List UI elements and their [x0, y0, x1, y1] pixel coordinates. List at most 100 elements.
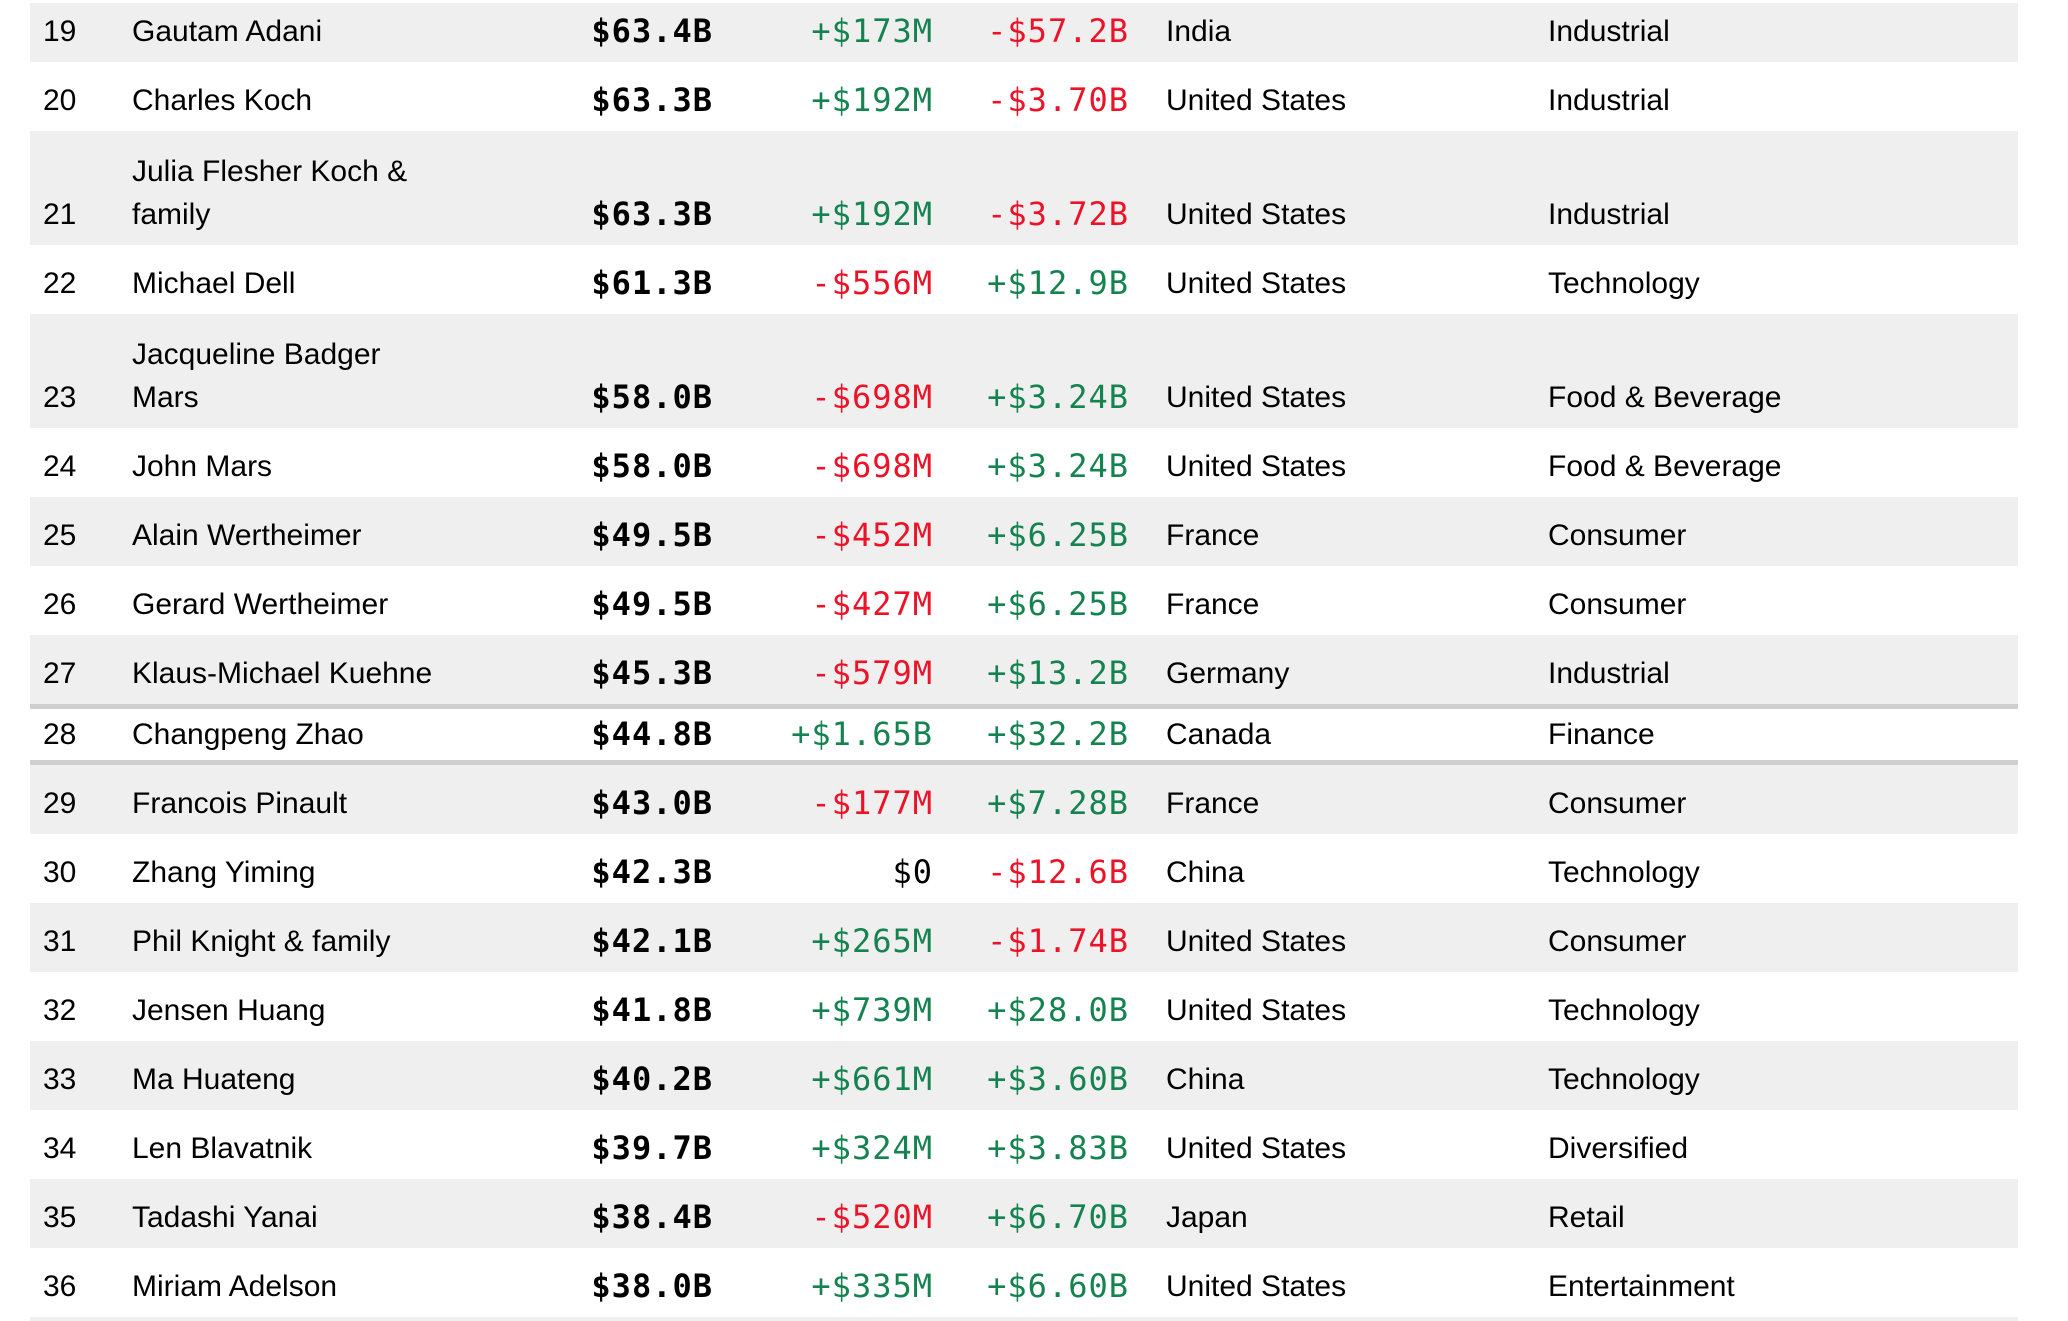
table-row[interactable]: 36 Miriam Adelson $38.0B +$335M +$6.60B … [30, 1248, 2018, 1317]
name-cell: Gautam Adani [132, 15, 323, 48]
country-cell: France [1166, 588, 1260, 621]
name-cell: Ma Huateng [132, 1063, 296, 1096]
ytd-change-cell: +$3.60B [987, 1060, 1129, 1098]
rank-cell: 27 [43, 657, 77, 690]
ytd-change-cell: -$12.6B [987, 853, 1129, 891]
rank-cell: 19 [43, 15, 77, 48]
ytd-change-cell: +$6.60B [987, 1267, 1129, 1305]
industry-cell: Technology [1548, 1063, 1700, 1096]
industry-cell: Consumer [1548, 588, 1687, 621]
rank-cell: 28 [43, 718, 77, 751]
country-cell: United States [1166, 84, 1347, 117]
ytd-change-cell: +$3.24B [987, 378, 1129, 416]
name-cell: Alain Wertheimer [132, 519, 362, 552]
net-worth-cell: $45.3B [591, 654, 713, 692]
ytd-change-cell: +$12.9B [987, 264, 1129, 302]
rank-cell: 35 [43, 1201, 77, 1234]
net-worth-cell: $40.2B [591, 1060, 713, 1098]
daily-change-cell: +$661M [811, 1060, 933, 1098]
daily-change-cell: +$1.65B [791, 715, 933, 753]
table-row[interactable]: 28 Changpeng Zhao $44.8B +$1.65B +$32.2B… [30, 704, 2018, 765]
table-row[interactable]: 32 Jensen Huang $41.8B +$739M +$28.0B Un… [30, 972, 2018, 1041]
net-worth-cell: $43.0B [591, 784, 713, 822]
country-cell: United States [1166, 1132, 1347, 1165]
net-worth-cell: $42.1B [591, 922, 713, 960]
name-cell: Michael Dell [132, 267, 296, 300]
industry-cell: Industrial [1548, 198, 1670, 231]
country-cell: United States [1166, 925, 1347, 958]
daily-change-cell: -$452M [811, 516, 933, 554]
name-cell: Gerard Wertheimer [132, 588, 389, 621]
ytd-change-cell: -$3.70B [987, 81, 1129, 119]
daily-change-cell: -$177M [811, 784, 933, 822]
rank-cell: 33 [43, 1063, 77, 1096]
industry-cell: Industrial [1548, 84, 1670, 117]
industry-cell: Technology [1548, 267, 1700, 300]
country-cell: France [1166, 787, 1260, 820]
name-cell: Jacqueline Badger Mars [132, 338, 381, 414]
rank-cell: 32 [43, 994, 77, 1027]
ytd-change-cell: +$6.25B [987, 585, 1129, 623]
name-cell: Julia Flesher Koch & family [132, 155, 408, 231]
table-row[interactable]: 31 Phil Knight & family $42.1B +$265M -$… [30, 903, 2018, 972]
daily-change-cell: +$265M [811, 922, 933, 960]
net-worth-cell: $58.0B [591, 447, 713, 485]
country-cell: United States [1166, 450, 1347, 483]
ytd-change-cell: +$13.2B [987, 654, 1129, 692]
table-row[interactable]: 34 Len Blavatnik $39.7B +$324M +$3.83B U… [30, 1110, 2018, 1179]
industry-cell: Food & Beverage [1548, 381, 1782, 414]
table-row[interactable]: 27 Klaus-Michael Kuehne $45.3B -$579M +$… [30, 635, 2018, 704]
rank-cell: 30 [43, 856, 77, 889]
table-row[interactable]: 33 Ma Huateng $40.2B +$661M +$3.60B Chin… [30, 1041, 2018, 1110]
table-row[interactable]: 26 Gerard Wertheimer $49.5B -$427M +$6.2… [30, 566, 2018, 635]
industry-cell: Diversified [1548, 1132, 1689, 1165]
net-worth-cell: $41.8B [591, 991, 713, 1029]
ytd-change-cell: +$28.0B [987, 991, 1129, 1029]
table-row[interactable]: 35 Tadashi Yanai $38.4B -$520M +$6.70B J… [30, 1179, 2018, 1248]
net-worth-cell: $63.4B [591, 12, 713, 50]
table-row[interactable]: 22 Michael Dell $61.3B -$556M +$12.9B Un… [30, 245, 2018, 314]
next-row-partial [30, 1317, 2018, 1321]
industry-cell: Technology [1548, 856, 1700, 889]
industry-cell: Entertainment [1548, 1270, 1735, 1303]
country-cell: China [1166, 1063, 1245, 1096]
ytd-change-cell: +$32.2B [987, 715, 1129, 753]
rank-cell: 26 [43, 588, 77, 621]
name-cell: Charles Koch [132, 84, 313, 117]
table-row[interactable]: 19 Gautam Adani $63.4B +$173M -$57.2B In… [30, 3, 2018, 62]
country-cell: China [1166, 856, 1245, 889]
daily-change-cell: -$698M [811, 447, 933, 485]
net-worth-cell: $58.0B [591, 378, 713, 416]
industry-cell: Finance [1548, 718, 1655, 751]
rank-cell: 23 [43, 381, 77, 414]
name-cell: Tadashi Yanai [132, 1201, 318, 1234]
table-row[interactable]: 29 Francois Pinault $43.0B -$177M +$7.28… [30, 765, 2018, 834]
rank-cell: 29 [43, 787, 77, 820]
industry-cell: Industrial [1548, 15, 1670, 48]
daily-change-cell: -$427M [811, 585, 933, 623]
daily-change-cell: +$335M [811, 1267, 933, 1305]
net-worth-cell: $63.3B [591, 81, 713, 119]
table-row[interactable]: 25 Alain Wertheimer $49.5B -$452M +$6.25… [30, 497, 2018, 566]
rank-cell: 21 [43, 198, 77, 231]
country-cell: United States [1166, 267, 1347, 300]
rank-cell: 22 [43, 267, 77, 300]
country-cell: United States [1166, 1270, 1347, 1303]
table-row[interactable]: 21 Julia Flesher Koch & family $63.3B +$… [30, 131, 2018, 245]
name-cell: Miriam Adelson [132, 1270, 338, 1303]
country-cell: United States [1166, 198, 1347, 231]
name-cell: Phil Knight & family [132, 925, 391, 958]
industry-cell: Food & Beverage [1548, 450, 1782, 483]
table-row[interactable]: 20 Charles Koch $63.3B +$192M -$3.70B Un… [30, 62, 2018, 131]
table-row[interactable]: 23 Jacqueline Badger Mars $58.0B -$698M … [30, 314, 2018, 428]
country-cell: France [1166, 519, 1260, 552]
name-cell: Changpeng Zhao [132, 718, 364, 751]
name-cell: John Mars [132, 450, 273, 483]
table-row[interactable]: 30 Zhang Yiming $42.3B $0 -$12.6B China … [30, 834, 2018, 903]
industry-cell: Technology [1548, 994, 1700, 1027]
net-worth-cell: $63.3B [591, 195, 713, 233]
name-cell: Len Blavatnik [132, 1132, 313, 1165]
table-row[interactable]: 24 John Mars $58.0B -$698M +$3.24B Unite… [30, 428, 2018, 497]
ytd-change-cell: +$3.83B [987, 1129, 1129, 1167]
